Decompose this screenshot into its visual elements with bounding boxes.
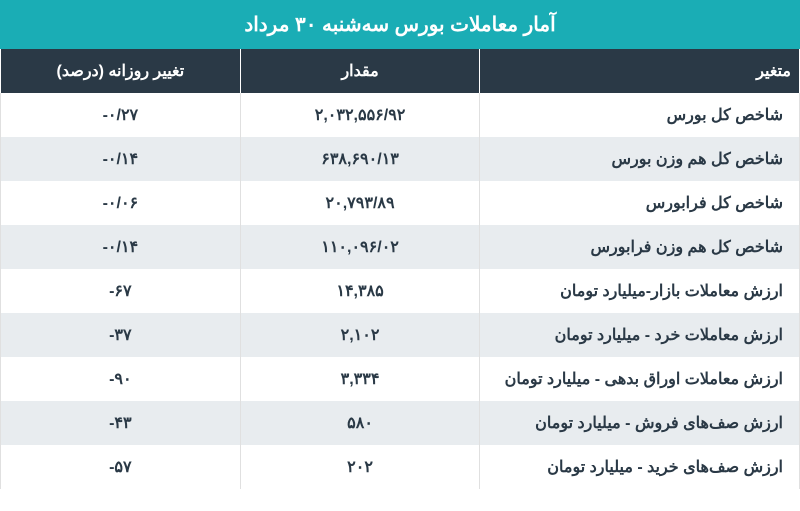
cell-change: -۰/۲۷ <box>1 93 241 137</box>
col-header-value: مقدار <box>240 49 480 93</box>
cell-change: -۰/۱۴ <box>1 137 241 181</box>
cell-change: -۰/۰۶ <box>1 181 241 225</box>
cell-change: -۳۷ <box>1 313 241 357</box>
col-header-change: تغییر روزانه (درصد) <box>1 49 241 93</box>
cell-variable: ارزش صف‌های فروش - میلیارد تومان <box>480 401 800 445</box>
cell-variable: ارزش معاملات اوراق بدهی - میلیارد تومان <box>480 357 800 401</box>
cell-value: ۲۰,۷۹۳/۸۹ <box>240 181 480 225</box>
header-row: متغیر مقدار تغییر روزانه (درصد) <box>1 49 800 93</box>
table-title: آمار معاملات بورس سه‌شنبه ۳۰ مرداد <box>0 0 800 49</box>
cell-value: ۲,۰۳۲,۵۵۶/۹۲ <box>240 93 480 137</box>
cell-variable: ارزش معاملات بازار-میلیارد تومان <box>480 269 800 313</box>
cell-variable: شاخص کل بورس <box>480 93 800 137</box>
cell-variable: ارزش معاملات خرد - میلیارد تومان <box>480 313 800 357</box>
cell-variable: ارزش صف‌های خرید - میلیارد تومان <box>480 445 800 489</box>
cell-value: ۲۰۲ <box>240 445 480 489</box>
cell-value: ۶۳۸,۶۹۰/۱۳ <box>240 137 480 181</box>
cell-change: -۰/۱۴ <box>1 225 241 269</box>
cell-variable: شاخص کل هم وزن بورس <box>480 137 800 181</box>
cell-change: -۹۰ <box>1 357 241 401</box>
cell-change: -۴۳ <box>1 401 241 445</box>
table-row: شاخص کل فرابورس ۲۰,۷۹۳/۸۹ -۰/۰۶ <box>1 181 800 225</box>
cell-variable: شاخص کل فرابورس <box>480 181 800 225</box>
cell-value: ۵۸۰ <box>240 401 480 445</box>
cell-value: ۱۴,۳۸۵ <box>240 269 480 313</box>
table-row: شاخص کل هم وزن فرابورس ۱۱۰,۰۹۶/۰۲ -۰/۱۴ <box>1 225 800 269</box>
table-row: شاخص کل هم وزن بورس ۶۳۸,۶۹۰/۱۳ -۰/۱۴ <box>1 137 800 181</box>
table-row: ارزش معاملات بازار-میلیارد تومان ۱۴,۳۸۵ … <box>1 269 800 313</box>
table-row: ارزش معاملات خرد - میلیارد تومان ۲,۱۰۲ -… <box>1 313 800 357</box>
table-row: ارزش صف‌های فروش - میلیارد تومان ۵۸۰ -۴۳ <box>1 401 800 445</box>
cell-change: -۵۷ <box>1 445 241 489</box>
col-header-variable: متغیر <box>480 49 800 93</box>
cell-variable: شاخص کل هم وزن فرابورس <box>480 225 800 269</box>
cell-value: ۱۱۰,۰۹۶/۰۲ <box>240 225 480 269</box>
table-body: شاخص کل بورس ۲,۰۳۲,۵۵۶/۹۲ -۰/۲۷ شاخص کل … <box>1 93 800 489</box>
cell-value: ۳,۳۳۴ <box>240 357 480 401</box>
stock-stats-table: متغیر مقدار تغییر روزانه (درصد) شاخص کل … <box>0 49 800 489</box>
table-row: ارزش معاملات اوراق بدهی - میلیارد تومان … <box>1 357 800 401</box>
cell-value: ۲,۱۰۲ <box>240 313 480 357</box>
cell-change: -۶۷ <box>1 269 241 313</box>
table-row: شاخص کل بورس ۲,۰۳۲,۵۵۶/۹۲ -۰/۲۷ <box>1 93 800 137</box>
table-row: ارزش صف‌های خرید - میلیارد تومان ۲۰۲ -۵۷ <box>1 445 800 489</box>
